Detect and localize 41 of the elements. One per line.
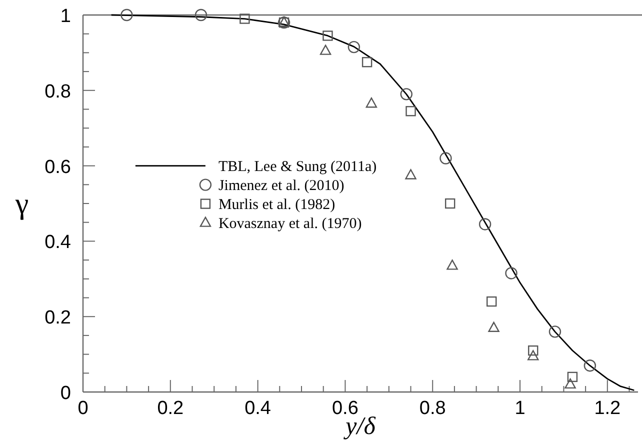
y-tick-label: 0.6 bbox=[44, 156, 71, 178]
y-tick-label: 0 bbox=[60, 383, 71, 404]
x-tick-label: 1 bbox=[514, 398, 526, 419]
x-tick-label: 1.2 bbox=[594, 398, 621, 419]
y-tick-label: 1 bbox=[60, 6, 71, 27]
point bbox=[348, 40, 360, 54]
point bbox=[320, 44, 332, 55]
point bbox=[505, 267, 518, 280]
point bbox=[240, 14, 250, 24]
point bbox=[528, 350, 539, 360]
point bbox=[548, 326, 562, 338]
point bbox=[486, 296, 497, 307]
point bbox=[584, 360, 596, 372]
point bbox=[488, 322, 500, 332]
point bbox=[362, 57, 372, 68]
y-axis-title: γ bbox=[14, 188, 29, 220]
point bbox=[400, 88, 412, 100]
point bbox=[406, 106, 416, 116]
legend-label: Jimenez et al. (2010) bbox=[218, 178, 344, 194]
point bbox=[446, 260, 458, 270]
point bbox=[478, 218, 492, 230]
point bbox=[194, 8, 208, 22]
x-tick-label: 0.2 bbox=[157, 398, 184, 419]
legend-label: TBL, Lee & Sung (2011a) bbox=[218, 158, 377, 175]
legend-label: Murlis et al. (1982) bbox=[218, 196, 336, 213]
point bbox=[366, 97, 378, 108]
point bbox=[405, 169, 416, 180]
y-tick-label: 0.4 bbox=[44, 232, 72, 254]
point bbox=[444, 198, 456, 209]
x-tick-label: 0.4 bbox=[244, 398, 272, 419]
point bbox=[567, 372, 578, 382]
point bbox=[120, 8, 133, 22]
legend-label: Kovasznay et al. (1970) bbox=[218, 216, 362, 232]
point bbox=[564, 378, 576, 389]
x-tick-label: 0.8 bbox=[419, 398, 446, 419]
y-tick-label: 0.2 bbox=[44, 308, 71, 329]
point bbox=[440, 152, 452, 164]
x-tick-label: 0 bbox=[78, 398, 88, 419]
point bbox=[322, 30, 333, 41]
point bbox=[528, 345, 538, 356]
y-tick-label: 0.8 bbox=[44, 81, 71, 102]
